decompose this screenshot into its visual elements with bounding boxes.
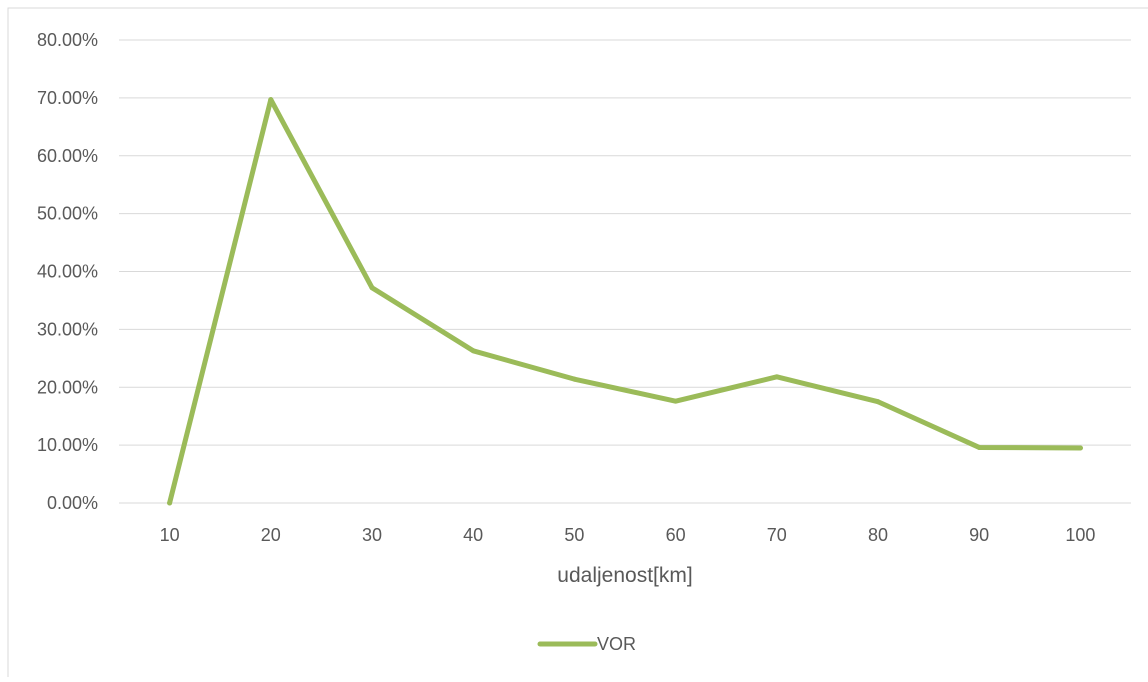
series-layer [167,97,1083,506]
y-tick-label: 50.00% [37,204,98,224]
x-axis-ticks: 10 20 30 40 50 60 70 80 90 100 [160,525,1096,545]
y-tick-label: 0.00% [47,493,98,513]
x-tick-label: 100 [1065,525,1095,545]
data-point [976,444,982,450]
data-point [571,376,577,382]
data-point [369,285,375,291]
y-tick-label: 20.00% [37,377,98,397]
x-tick-label: 80 [868,525,888,545]
data-point [167,500,173,506]
data-point [470,348,476,354]
y-axis-ticks: 0.00% 10.00% 20.00% 30.00% 40.00% 50.00% 60.00… [37,30,98,513]
x-tick-label: 30 [362,525,382,545]
legend-label: VOR [597,634,636,654]
y-tick-label: 40.00% [37,262,98,282]
x-tick-label: 40 [463,525,483,545]
chart-border [7,7,1148,682]
y-tick-label: 60.00% [37,146,98,166]
y-tick-label: 10.00% [37,435,98,455]
x-tick-label: 10 [160,525,180,545]
legend: VOR [537,634,636,654]
x-axis-title: udaljenost[km] [557,564,692,587]
x-tick-label: 90 [969,525,989,545]
gridlines [119,39,1131,504]
x-tick-label: 70 [767,525,787,545]
x-tick-label: 60 [666,525,686,545]
y-tick-label: 30.00% [37,319,98,339]
series-line-vor [167,97,1083,506]
x-tick-label: 50 [564,525,584,545]
data-point [673,398,679,404]
y-tick-label: 70.00% [37,88,98,108]
data-point [1077,445,1083,451]
y-tick-label: 80.00% [37,30,98,50]
data-point [268,97,274,103]
x-tick-label: 20 [261,525,281,545]
data-point [875,399,881,405]
data-point [774,374,780,380]
